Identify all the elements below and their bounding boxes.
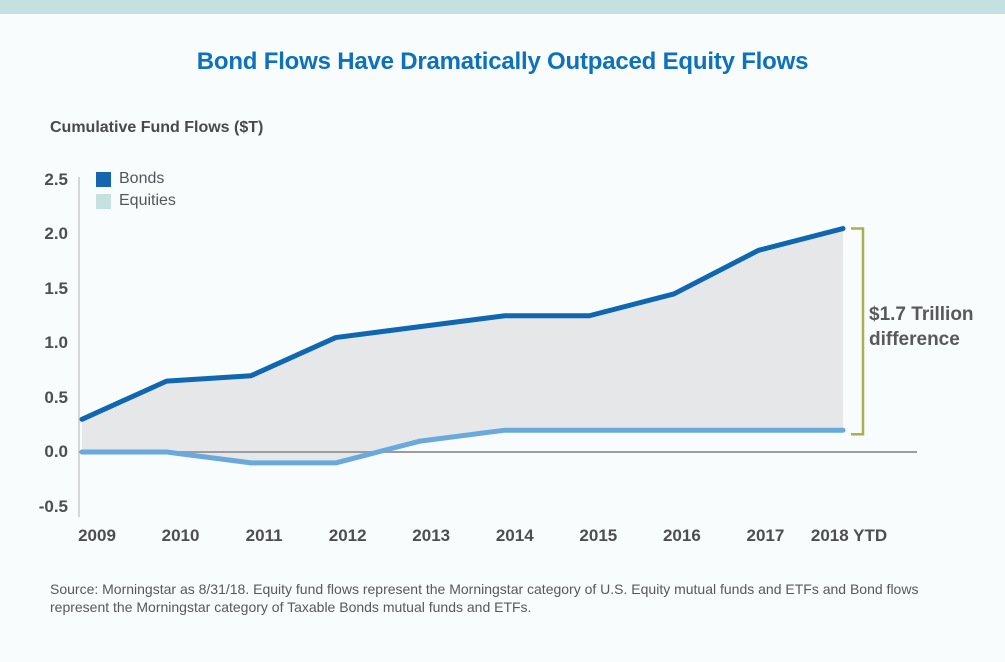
x-tick-label: 2009 [78, 526, 116, 545]
equities-line [79, 427, 846, 466]
y-axis-labels: 2.5 2.0 1.5 1.0 0.5 0.0 -0.5 [0, 0, 68, 662]
legend-swatch [96, 171, 111, 187]
legend-item: Equities [96, 192, 176, 210]
y-tick-label: 2.5 [44, 169, 68, 189]
chart-title: Bond Flows Have Dramatically Outpaced Eq… [196, 48, 809, 75]
difference-annotation-value: $1.7 Trillion [869, 304, 974, 325]
x-tick-label: 2016 [662, 526, 701, 545]
legend-label: Bonds [119, 170, 165, 187]
y-tick-label: 1.0 [44, 333, 68, 352]
axis-units-label: Cumulative Fund Flows ($T) [50, 119, 264, 136]
y-tick-label: -0.5 [38, 496, 68, 516]
difference-bracket [851, 227, 865, 436]
bonds-line [79, 226, 846, 422]
x-tick-label: 2017 [746, 526, 785, 545]
top-accent-band [0, 0, 1005, 14]
legend-label: Equities [119, 192, 176, 209]
x-tick-label: 2015 [579, 526, 618, 545]
y-tick-label: 1.5 [44, 278, 68, 298]
x-axis-labels: 2009 2010 2011 2012 2013 2014 2015 2016 2017 2018… [0, 526, 1005, 550]
x-tick-label: 2014 [495, 526, 534, 545]
legend: Bonds Equities [96, 170, 176, 210]
x-tick-label: 2013 [412, 526, 451, 545]
difference-annotation-caption: difference [869, 329, 960, 350]
x-tick-label: 2010 [161, 526, 200, 545]
fill-between-area [82, 228, 843, 463]
source-note: Source: Morningstar as 8/31/18. Equity f… [50, 581, 919, 615]
y-tick-label: 0.5 [44, 387, 68, 407]
x-tick-label: 2012 [328, 526, 367, 545]
legend-item: Bonds [96, 170, 176, 188]
difference-annotation: $1.7 Trillion difference [869, 302, 974, 352]
x-tick-label: 2018 YTD [810, 526, 888, 545]
legend-swatch [96, 193, 111, 209]
y-tick-label: 0.0 [44, 442, 68, 461]
x-tick-label: 2011 [245, 526, 283, 545]
y-tick-label: 2.0 [44, 224, 68, 243]
